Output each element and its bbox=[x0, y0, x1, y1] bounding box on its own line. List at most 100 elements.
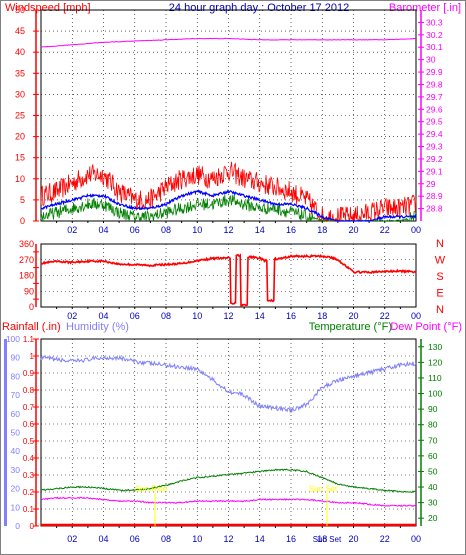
x-tick-label: 12 bbox=[223, 311, 233, 321]
x-tick-label: 16 bbox=[286, 225, 296, 235]
humidity-tick-label: 10 bbox=[11, 502, 21, 512]
x-tick-label: 22 bbox=[380, 311, 390, 321]
x-tick-label: 16 bbox=[286, 534, 296, 544]
wind-tick-label: 10 bbox=[15, 174, 25, 184]
x-tick-label: 16 bbox=[286, 311, 296, 321]
humidity-tick-label: 80 bbox=[11, 371, 21, 381]
rainfall-tick-label: 0.3 bbox=[23, 471, 35, 480]
page-title: 24 hour graph day : October 17 2012 bbox=[169, 2, 349, 14]
humidity-tick-label: 50 bbox=[11, 428, 21, 438]
humidity-tick-label: 60 bbox=[11, 409, 21, 419]
x-tick-label: 12 bbox=[223, 534, 233, 544]
x-tick-label: 10 bbox=[192, 534, 202, 544]
x-tick-label: 18 bbox=[317, 534, 327, 544]
x-tick-label: 08 bbox=[161, 311, 171, 321]
compass-label: W bbox=[435, 255, 446, 267]
x-tick-label: 02 bbox=[67, 534, 77, 544]
humidity-tick-label: 20 bbox=[11, 484, 21, 494]
humidity-tick-label: 30 bbox=[11, 465, 21, 475]
rainfall-tick-label: 0.5 bbox=[23, 437, 35, 446]
rainfall-tick-label: 0.9 bbox=[23, 369, 35, 378]
x-tick-label: 20 bbox=[348, 225, 358, 235]
wind-tick-label: 45 bbox=[15, 26, 25, 36]
temperature-tick-label: 90 bbox=[428, 404, 438, 414]
wind-tick-label: 30 bbox=[15, 89, 25, 99]
x-tick-label: 14 bbox=[255, 311, 265, 321]
x-tick-label: 04 bbox=[98, 225, 108, 235]
direction-tick-label: 90 bbox=[24, 286, 34, 296]
temperature-tick-label: 100 bbox=[428, 389, 442, 399]
rainfall-tick-label: 0.4 bbox=[23, 454, 35, 463]
direction-tick-label: 0 bbox=[29, 302, 34, 312]
x-tick-label: 08 bbox=[161, 534, 171, 544]
barometer-tick-label: 29.6 bbox=[426, 104, 443, 114]
barometer-tick-label: 29.2 bbox=[426, 154, 443, 164]
sunset-tick-label: Sun Set bbox=[313, 535, 342, 544]
x-tick-label: 10 bbox=[192, 225, 202, 235]
x-tick-label: 10 bbox=[192, 311, 202, 321]
x-tick-label: 12 bbox=[223, 225, 233, 235]
barometer-tick-label: 29.4 bbox=[426, 129, 443, 139]
temperature-line bbox=[40, 468, 417, 493]
temperature-tick-label: 50 bbox=[428, 466, 438, 476]
temperature-tick-label: 70 bbox=[428, 435, 438, 445]
wind-average-line bbox=[41, 188, 417, 222]
rainfall-tick-label: 1.1 bbox=[23, 335, 35, 344]
x-tick-label: 00 bbox=[411, 534, 421, 544]
rainfall-tick-label: 0 bbox=[30, 522, 35, 531]
direction-tick-label: 360 bbox=[19, 239, 34, 249]
temperature-tick-label: 20 bbox=[428, 513, 438, 523]
x-tick-label: 20 bbox=[348, 311, 358, 321]
barometer-tick-label: 29.8 bbox=[426, 79, 443, 89]
barometer-tick-label: 29.9 bbox=[426, 67, 443, 77]
rainfall-tick-label: 0.1 bbox=[23, 505, 35, 514]
barometer-tick-label: 29.7 bbox=[426, 92, 443, 102]
temperature-tick-label: 60 bbox=[428, 451, 438, 461]
temperature-tick-label: 30 bbox=[428, 498, 438, 508]
wind-tick-label: 40 bbox=[15, 47, 25, 57]
x-tick-label: 06 bbox=[130, 534, 140, 544]
humidity-tick-label: 70 bbox=[11, 390, 21, 400]
barometer-tick-label: 29.1 bbox=[426, 166, 443, 176]
wind-tick-label: 5 bbox=[20, 195, 25, 205]
rainfall-tick-label: 0.7 bbox=[23, 403, 35, 412]
wind-tick-label: 15 bbox=[15, 153, 25, 163]
compass-label: E bbox=[436, 288, 443, 300]
barometer-line bbox=[40, 37, 417, 48]
x-tick-label: 08 bbox=[161, 225, 171, 235]
x-tick-label: 00 bbox=[411, 225, 421, 235]
wind-tick-label: 20 bbox=[15, 132, 25, 142]
humidity-axis-bar bbox=[4, 339, 7, 526]
x-tick-label: 20 bbox=[348, 534, 358, 544]
rainfall-tick-label: 0.8 bbox=[23, 386, 35, 395]
wind-direction-line bbox=[40, 253, 417, 308]
barometer-tick-label: 30.1 bbox=[426, 42, 443, 52]
temperature-tick-label: 110 bbox=[428, 373, 442, 383]
temperature-tick-label: 130 bbox=[428, 342, 442, 352]
humidity-axis-label: Humidity (%) bbox=[66, 321, 129, 333]
humidity-line bbox=[40, 354, 417, 414]
rainfall-tick-label: 1 bbox=[30, 352, 35, 361]
x-tick-label: 06 bbox=[130, 311, 140, 321]
wind-axis-label: Windspeed [mph] bbox=[5, 2, 91, 14]
compass-label: N bbox=[436, 304, 444, 316]
barometer-tick-label: 28.8 bbox=[426, 204, 443, 214]
wind-tick-label: 0 bbox=[20, 216, 25, 226]
barometer-tick-label: 29.3 bbox=[426, 142, 443, 152]
compass-label: N bbox=[436, 238, 444, 250]
rainfall-tick-label: 0.2 bbox=[23, 488, 35, 497]
x-tick-label: 18 bbox=[317, 311, 327, 321]
barometer-tick-label: 28.9 bbox=[426, 191, 443, 201]
x-tick-label: 04 bbox=[98, 311, 108, 321]
temperature-tick-label: 80 bbox=[428, 420, 438, 430]
temperature-axis-label: Temperature (°F) bbox=[309, 321, 392, 333]
humidity-tick-label: 40 bbox=[11, 446, 21, 456]
x-tick-label: 02 bbox=[67, 225, 77, 235]
wind-tick-label: 35 bbox=[15, 68, 25, 78]
direction-tick-label: 270 bbox=[19, 255, 34, 265]
rainfall-tick-label: 0.6 bbox=[23, 420, 35, 429]
barometer-axis-label: Barometer [.in] bbox=[389, 2, 461, 14]
x-tick-label: 14 bbox=[255, 225, 265, 235]
x-tick-label: 02 bbox=[67, 311, 77, 321]
